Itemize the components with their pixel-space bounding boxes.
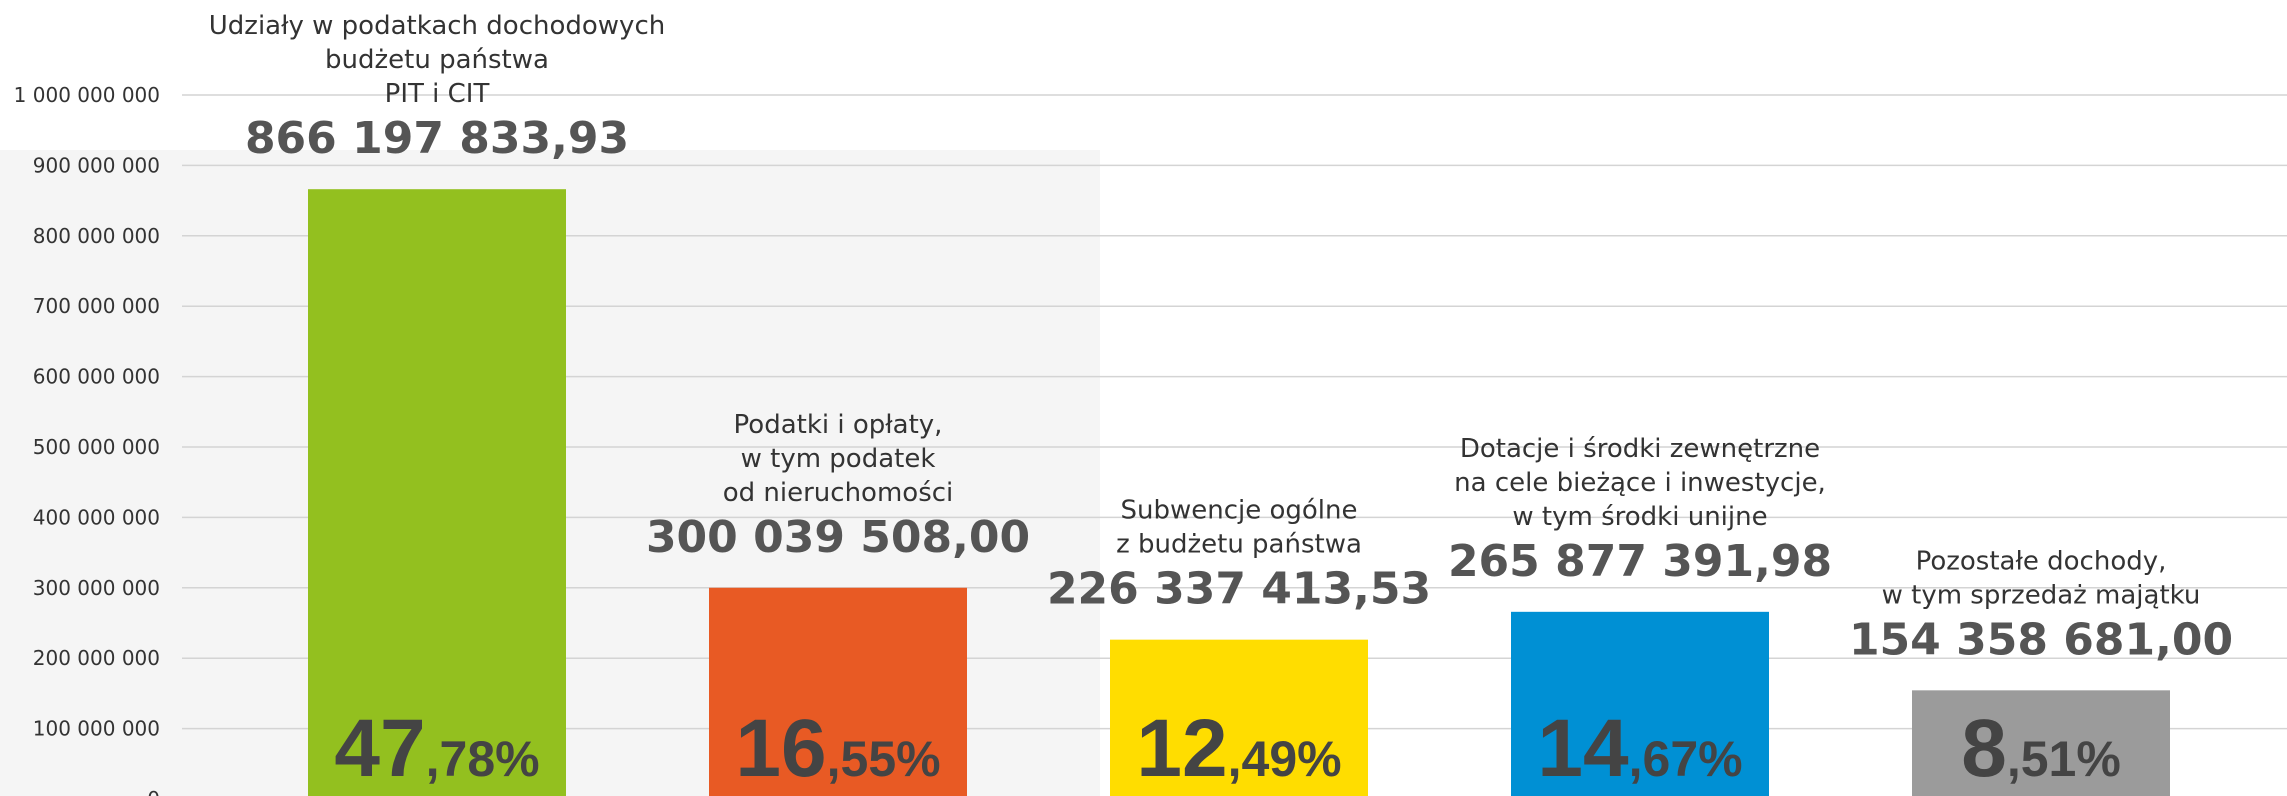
bar [1511,611,1769,796]
y-tick-label: 400 000 000 [33,505,160,529]
share-whole: 16 [735,703,826,794]
value-label: 866 197 833,93 [245,113,629,164]
y-tick-label: 500 000 000 [33,435,160,459]
value-label: 226 337 413,53 [1047,564,1431,615]
bar [709,587,967,796]
bar [308,189,566,796]
y-tick-label: 0 [147,787,160,796]
category-label: budżetu państwa [325,45,549,75]
y-tick-label: 600 000 000 [33,365,160,389]
value-label: 300 039 508,00 [646,512,1030,563]
bar [1110,639,1368,796]
share-fraction: ,49% [1228,731,1342,787]
value-label: 154 358 681,00 [1849,614,2233,665]
category-label: Podatki i opłaty, [734,410,943,440]
y-tick-label: 1 000 000 000 [14,83,160,107]
share-fraction: ,67% [1629,731,1743,787]
y-tick-label: 800 000 000 [33,224,160,248]
category-label: PIT i CIT [385,79,490,109]
y-tick-label: 100 000 000 [33,717,160,741]
category-label: Pozostałe dochody, [1916,546,2167,576]
y-tick-label: 300 000 000 [33,576,160,600]
category-label: Udziały w podatkach dochodowych [209,11,665,41]
share-fraction: ,55% [827,731,941,787]
category-label: w tym sprzedaż majątku [1882,580,2201,610]
share-fraction: ,78% [426,731,540,787]
share-whole: 47 [334,703,425,794]
category-label: w tym środki unijne [1512,502,1767,532]
category-label: Subwencje ogólne [1120,496,1357,526]
category-label: na cele bieżące i inwestycje, [1454,468,1826,498]
share-whole: 12 [1136,703,1227,794]
share-label: 16,55% [735,703,940,794]
category-label: od nieruchomości [723,478,954,508]
share-label: 14,67% [1537,703,1742,794]
category-label: w tym podatek [741,444,936,474]
category-label: Dotacje i środki zewnętrzne [1460,434,1820,464]
value-label: 265 877 391,98 [1448,536,1832,587]
share-whole: 8 [1961,703,2007,794]
y-tick-label: 200 000 000 [33,646,160,670]
share-label: 47,78% [334,703,539,794]
share-label: 12,49% [1136,703,1341,794]
share-fraction: ,51% [2007,731,2121,787]
category-label: z budżetu państwa [1116,530,1362,560]
share-whole: 14 [1537,703,1629,794]
y-tick-label: 700 000 000 [33,294,160,318]
bar [1912,690,2170,796]
y-tick-label: 900 000 000 [33,153,160,177]
share-label: 8,51% [1961,703,2121,794]
